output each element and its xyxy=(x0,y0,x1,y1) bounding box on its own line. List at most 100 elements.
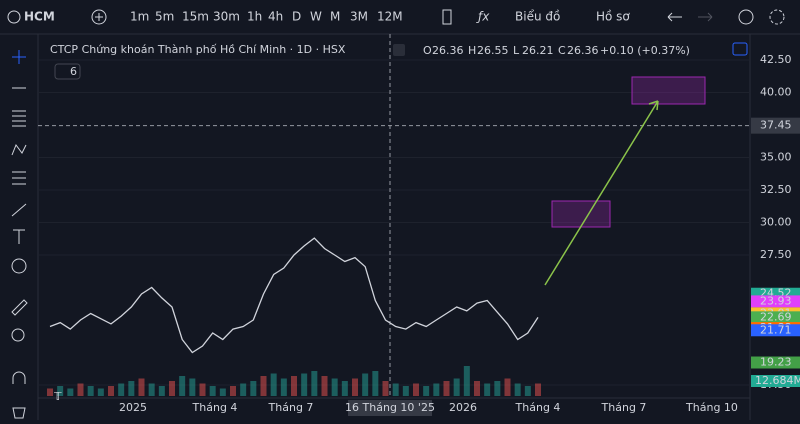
volume-bar xyxy=(341,381,348,396)
undo-icon[interactable] xyxy=(667,12,682,22)
collapse-button[interactable] xyxy=(393,44,405,56)
interval-button[interactable]: D xyxy=(292,10,301,24)
volume-bar xyxy=(280,378,287,396)
fib-tool[interactable] xyxy=(12,110,26,127)
price-badge xyxy=(751,356,800,369)
crosshair-tool[interactable] xyxy=(12,50,26,64)
time-tick-label: 16 Tháng 10 '25 xyxy=(345,401,435,414)
volume-bar xyxy=(392,383,399,396)
forecast-tool[interactable] xyxy=(12,171,26,185)
ohlc-key: L xyxy=(513,44,520,57)
redo-icon[interactable] xyxy=(698,12,713,22)
fx-icon[interactable]: ƒx xyxy=(476,10,490,24)
volume-bar xyxy=(138,378,145,396)
ruler-tool[interactable] xyxy=(11,299,28,316)
interval-button[interactable]: 15m xyxy=(182,10,209,24)
volume-bar xyxy=(321,376,328,396)
volume-bar xyxy=(57,386,64,396)
volume-bar xyxy=(270,373,277,396)
logo: 𝕋 xyxy=(54,390,62,403)
volume-bar xyxy=(47,388,53,396)
price-tick-label: 27.50 xyxy=(760,248,792,261)
interval-button[interactable]: 4h xyxy=(268,10,283,24)
magnet-tool[interactable] xyxy=(12,371,26,384)
ohlc-value: 26.55 xyxy=(477,44,509,57)
target-box[interactable] xyxy=(631,76,706,105)
volume-bar xyxy=(372,371,379,396)
volume-bar xyxy=(474,381,480,396)
ohlc-change: +0.10 (+0.37%) xyxy=(600,44,690,57)
drawing-tools xyxy=(11,50,28,419)
volume-bar xyxy=(331,378,338,396)
icon-tool[interactable] xyxy=(11,258,27,274)
volume-bar xyxy=(504,378,511,396)
volume-bar xyxy=(362,373,369,396)
volume-bar xyxy=(311,371,318,396)
search-icon[interactable] xyxy=(7,10,21,24)
interval-button[interactable]: 1m xyxy=(130,10,149,24)
interval-button[interactable]: 30m xyxy=(213,10,240,24)
volume-bar xyxy=(199,383,206,396)
symbol[interactable]: HCM xyxy=(24,10,55,24)
indicator-toggle[interactable] xyxy=(54,63,81,80)
indicator-count: 6 xyxy=(70,65,77,78)
ohlc-key: H xyxy=(468,44,476,57)
volume-bar xyxy=(484,383,491,396)
brush-tool[interactable] xyxy=(11,203,27,217)
crosshair-date-badge xyxy=(348,400,432,416)
plus-icon xyxy=(95,13,103,21)
price-tick-label: 35.00 xyxy=(760,151,792,164)
trash-tool[interactable] xyxy=(12,407,26,419)
interval-button[interactable]: 5m xyxy=(155,10,174,24)
ohlc-value: 26.36 xyxy=(432,44,464,57)
interval-button[interactable]: W xyxy=(310,10,322,24)
legend-title: CTCP Chứng khoán Thành phố Hồ Chí Minh ·… xyxy=(50,43,346,56)
volume-bar xyxy=(514,383,521,396)
price-badge-label: 22.69 xyxy=(760,311,792,324)
time-tick-label: Tháng 10 xyxy=(685,401,738,414)
volume-bar xyxy=(535,383,541,396)
time-tick-label: Tháng 7 xyxy=(268,401,314,414)
volume-bar xyxy=(453,378,460,396)
volume-bar xyxy=(291,376,297,396)
profile-menu[interactable]: Hồ sơ xyxy=(596,10,630,24)
crosshair-price-badge xyxy=(751,117,800,134)
interval-button[interactable]: 12M xyxy=(377,10,403,24)
time-tick-label: Tháng 4 xyxy=(515,401,561,414)
price-scale-button[interactable] xyxy=(732,42,748,56)
volume-bar xyxy=(352,378,358,396)
volume-bar xyxy=(179,376,186,396)
ohlc-value: 26.21 xyxy=(522,44,554,57)
time-tick-label: 2026 xyxy=(449,401,477,414)
volume-bar xyxy=(433,383,440,396)
volume-bar xyxy=(108,386,114,396)
price-line xyxy=(49,237,539,354)
volume-bar xyxy=(301,373,308,396)
volume-bar xyxy=(260,376,267,396)
volume-bar xyxy=(230,386,236,396)
top-toolbar xyxy=(0,0,800,34)
candle-type-icon[interactable] xyxy=(442,9,452,25)
text-tool[interactable] xyxy=(13,229,25,244)
volume-bar xyxy=(158,386,165,396)
interval-button[interactable]: 3M xyxy=(350,10,368,24)
alert-icon[interactable] xyxy=(738,9,754,25)
projection-arrow[interactable] xyxy=(544,100,659,286)
zoom-tool[interactable] xyxy=(11,328,25,342)
volume-bar xyxy=(97,388,104,396)
interval-button[interactable]: 1h xyxy=(247,10,262,24)
entry-box[interactable] xyxy=(551,200,611,228)
settings-icon[interactable] xyxy=(769,9,785,25)
add-symbol[interactable] xyxy=(91,9,107,25)
volume-bar xyxy=(87,386,94,396)
volume-bar xyxy=(128,381,135,396)
chart-menu[interactable]: Biểu đồ xyxy=(515,10,560,24)
volume-badge-label: 12.684M xyxy=(755,374,800,387)
volume-badge xyxy=(751,375,800,387)
volume-bar xyxy=(118,383,125,396)
volume-bar xyxy=(443,381,450,396)
pattern-tool[interactable] xyxy=(11,143,27,156)
interval-button[interactable]: M xyxy=(330,10,340,24)
volume-bar xyxy=(77,383,84,396)
